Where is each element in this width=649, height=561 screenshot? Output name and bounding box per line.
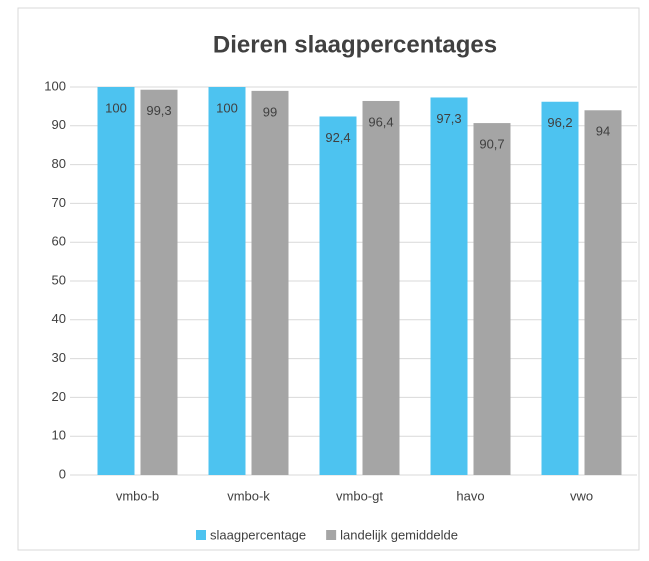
x-tick-label: havo — [456, 488, 484, 503]
y-tick-label: 90 — [52, 117, 66, 132]
bar — [208, 87, 246, 475]
bar — [319, 116, 357, 475]
bar — [97, 87, 135, 475]
bar — [541, 101, 579, 475]
y-tick-label: 100 — [44, 78, 66, 93]
y-tick-label: 20 — [52, 389, 66, 404]
data-label: 92,4 — [325, 130, 350, 145]
data-label: 96,4 — [368, 114, 393, 129]
y-tick-label: 70 — [52, 195, 66, 210]
data-label: 100 — [105, 100, 127, 115]
x-tick-label: vmbo-gt — [336, 488, 383, 503]
data-label: 94 — [596, 124, 610, 139]
y-tick-label: 30 — [52, 350, 66, 365]
data-label: 90,7 — [479, 137, 504, 152]
y-tick-label: 10 — [52, 428, 66, 443]
data-label: 100 — [216, 100, 238, 115]
data-label: 99,3 — [146, 103, 171, 118]
chart-title: Dieren slaagpercentages — [213, 31, 497, 58]
x-tick-label: vmbo-k — [227, 488, 270, 503]
x-tick-label: vwo — [570, 488, 593, 503]
y-tick-label: 50 — [52, 272, 66, 287]
legend-swatch — [196, 530, 206, 540]
x-tick-label: vmbo-b — [116, 488, 159, 503]
data-label: 96,2 — [547, 115, 572, 130]
y-tick-label: 40 — [52, 311, 66, 326]
bar — [584, 110, 622, 475]
data-label: 97,3 — [436, 111, 461, 126]
legend-label: slaagpercentage — [210, 527, 306, 542]
legend-swatch — [326, 530, 337, 540]
bar — [251, 90, 289, 475]
data-label: 99 — [263, 104, 277, 119]
y-tick-label: 80 — [52, 156, 66, 171]
bar — [430, 97, 468, 475]
y-tick-label: 60 — [52, 234, 66, 249]
bar — [140, 89, 178, 475]
bar — [473, 123, 511, 476]
y-tick-label: 0 — [59, 466, 66, 481]
bar — [362, 100, 400, 475]
legend-label: landelijk gemiddelde — [340, 527, 458, 542]
